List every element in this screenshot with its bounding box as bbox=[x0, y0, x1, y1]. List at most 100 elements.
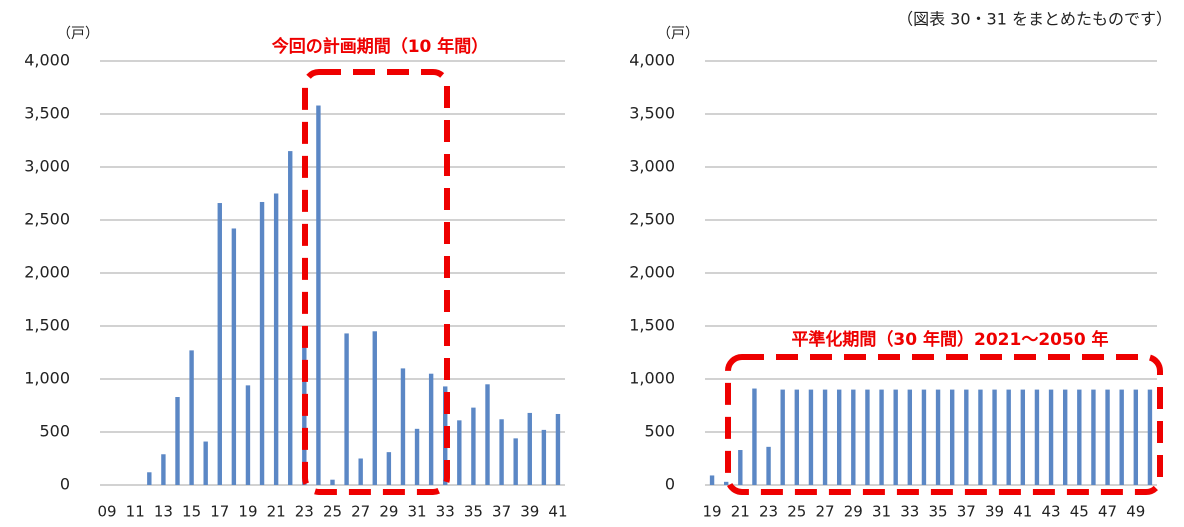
bar bbox=[949, 389, 955, 485]
y-tick-label: 500 bbox=[644, 422, 675, 441]
bar bbox=[822, 389, 828, 485]
bar bbox=[485, 384, 490, 485]
bar bbox=[907, 389, 913, 485]
x-tick-label: 19 bbox=[703, 503, 722, 521]
x-tick-label: 33 bbox=[436, 503, 455, 521]
bar bbox=[1147, 389, 1153, 485]
annotation: 今回の計画期間（10 年間） bbox=[272, 36, 489, 57]
bar bbox=[992, 389, 997, 485]
x-tick-label: 49 bbox=[1126, 503, 1145, 521]
x-tick-label: 09 bbox=[97, 503, 116, 521]
highlight-box bbox=[725, 354, 1163, 495]
x-tick-label: 21 bbox=[731, 503, 750, 521]
x-tick-label: 29 bbox=[844, 503, 863, 521]
x-tick-label: 35 bbox=[929, 503, 948, 521]
bar bbox=[1006, 389, 1011, 485]
bar bbox=[808, 389, 814, 485]
y-tick-label: 1,500 bbox=[629, 316, 675, 335]
bar bbox=[794, 389, 800, 485]
y-tick-label: 3,500 bbox=[24, 104, 70, 123]
bar bbox=[893, 389, 898, 485]
y-tick-label: 1,000 bbox=[629, 369, 675, 388]
bar bbox=[1034, 389, 1040, 485]
bar bbox=[978, 389, 983, 485]
bar bbox=[1048, 389, 1054, 485]
x-tick-label: 29 bbox=[379, 503, 398, 521]
note: （図表 30・31 をまとめたものです） bbox=[897, 10, 1172, 29]
bar bbox=[836, 389, 842, 485]
bar bbox=[217, 203, 222, 486]
bar bbox=[1105, 389, 1110, 485]
x-tick-label: 41 bbox=[548, 503, 567, 521]
y-tick-label: 500 bbox=[39, 422, 70, 441]
bar bbox=[175, 397, 180, 485]
y-tick-label: 1,500 bbox=[24, 316, 70, 335]
bar bbox=[1020, 389, 1026, 485]
bar bbox=[709, 475, 715, 485]
x-tick-label: 43 bbox=[1042, 503, 1061, 521]
bar bbox=[555, 413, 561, 485]
bar bbox=[766, 446, 771, 485]
bar bbox=[738, 450, 743, 485]
x-tick-label: 25 bbox=[787, 503, 806, 521]
x-tick-label: 45 bbox=[1070, 503, 1089, 521]
x-tick-label: 25 bbox=[323, 503, 342, 521]
bar bbox=[964, 389, 969, 485]
x-tick-label: 23 bbox=[759, 503, 778, 521]
bar bbox=[527, 412, 532, 485]
bar bbox=[1133, 389, 1139, 485]
unit-label: （戸） bbox=[57, 26, 99, 42]
bar bbox=[344, 333, 349, 485]
bar bbox=[1062, 389, 1068, 485]
bar bbox=[1091, 389, 1096, 485]
bar bbox=[879, 389, 884, 485]
y-tick-label: 3,000 bbox=[629, 157, 675, 176]
bar bbox=[147, 472, 152, 485]
annotation: 平準化期間（30 年間）2021～2050 年 bbox=[791, 329, 1108, 350]
x-tick-label: 27 bbox=[351, 503, 370, 521]
bar bbox=[316, 105, 321, 486]
bar bbox=[1119, 389, 1124, 485]
bar bbox=[189, 350, 194, 485]
bar bbox=[752, 388, 757, 485]
x-tick-label: 39 bbox=[520, 503, 539, 521]
bar bbox=[428, 373, 434, 485]
y-tick-label: 3,500 bbox=[629, 104, 675, 123]
bar bbox=[259, 201, 265, 486]
bar bbox=[203, 441, 208, 485]
x-tick-label: 33 bbox=[900, 503, 919, 521]
x-tick-label: 37 bbox=[492, 503, 511, 521]
bar bbox=[386, 452, 392, 485]
x-tick-label: 37 bbox=[957, 503, 976, 521]
y-tick-label: 2,500 bbox=[24, 210, 70, 229]
x-tick-label: 15 bbox=[182, 503, 201, 521]
bar bbox=[513, 438, 518, 485]
unit-label: （戸） bbox=[657, 26, 699, 42]
bar bbox=[723, 481, 729, 485]
bar bbox=[935, 389, 941, 485]
bar bbox=[851, 389, 856, 485]
bar bbox=[372, 331, 377, 485]
y-tick-label: 4,000 bbox=[24, 51, 70, 70]
y-tick-label: 1,000 bbox=[24, 369, 70, 388]
x-tick-label: 35 bbox=[464, 503, 483, 521]
bar bbox=[471, 407, 476, 485]
y-tick-label: 0 bbox=[60, 475, 70, 494]
bar bbox=[414, 428, 420, 485]
bar bbox=[865, 389, 870, 485]
bar bbox=[245, 385, 251, 485]
bar bbox=[457, 420, 462, 485]
x-tick-label: 19 bbox=[238, 503, 257, 521]
x-tick-label: 13 bbox=[154, 503, 173, 521]
bar bbox=[231, 228, 237, 486]
bar bbox=[921, 389, 927, 485]
x-tick-label: 27 bbox=[816, 503, 835, 521]
x-tick-label: 17 bbox=[210, 503, 229, 521]
bar bbox=[1077, 389, 1082, 485]
x-tick-label: 41 bbox=[1013, 503, 1032, 521]
bar bbox=[499, 419, 504, 485]
bar bbox=[288, 151, 293, 485]
x-tick-label: 23 bbox=[295, 503, 314, 521]
y-tick-label: 2,000 bbox=[24, 263, 70, 282]
